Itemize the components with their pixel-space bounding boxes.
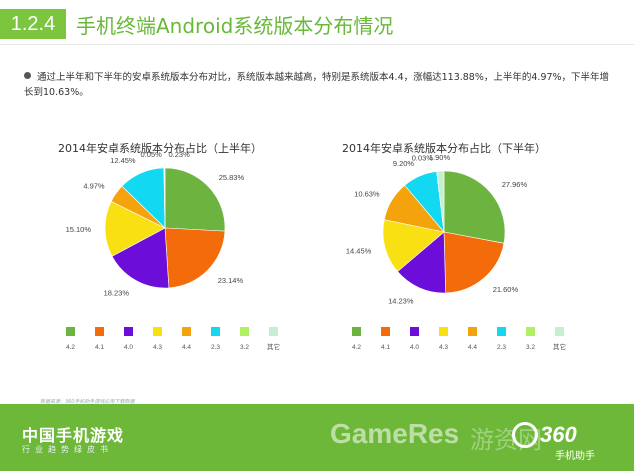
data-label: 25.83% [219, 173, 245, 182]
legend-swatch [526, 327, 535, 336]
pie-slice-4.1 [164, 227, 226, 289]
pie-slice-4.3 [104, 201, 166, 257]
legend-label: 其它 [553, 342, 566, 351]
legend-label: 2.3 [497, 344, 506, 351]
legend-label: 4.3 [153, 344, 162, 351]
data-label: 27.96% [502, 180, 528, 189]
footer-title: 中国手机游戏 [22, 426, 125, 445]
section-number-badge: 1.2.4 [0, 9, 66, 39]
source-note: 数据来源：360手机助手游戏应用下载数据 [40, 399, 135, 405]
legend-swatch [555, 327, 564, 336]
data-label: 0.23% [169, 150, 191, 159]
legend-swatch [269, 327, 278, 336]
legend-label: 4.1 [95, 344, 104, 351]
data-label: 0.03% [412, 154, 434, 163]
pie-slice-4.1 [443, 231, 505, 294]
data-label: 14.45% [346, 247, 372, 256]
pie-slice-其它 [163, 167, 166, 229]
data-label: 0.05% [141, 150, 163, 159]
legend-swatch [497, 327, 506, 336]
360-logo-icon [512, 422, 538, 448]
data-label: 10.63% [354, 190, 380, 199]
legend-label: 4.3 [439, 344, 448, 351]
pie-slice-4.0 [397, 231, 446, 294]
legend-swatch [95, 327, 104, 336]
data-label: 15.10% [66, 225, 92, 234]
summary-paragraph: 通过上半年和下半年的安卓系统版本分布对比，系统版本越来越高，特别是系统版本4.4… [24, 70, 614, 100]
data-label: 21.60% [493, 285, 519, 294]
data-label: 1.90% [429, 153, 451, 162]
legend-swatch [381, 327, 390, 336]
legend-swatch [124, 327, 133, 336]
data-label: 14.23% [388, 297, 414, 306]
header-divider [0, 44, 634, 45]
legend-label: 4.4 [182, 344, 191, 351]
legend-label: 3.2 [240, 344, 249, 351]
summary-text: 通过上半年和下半年的安卓系统版本分布对比，系统版本越来越高，特别是系统版本4.4… [24, 72, 610, 98]
chart-title: 2014年安卓系统版本分布占比（下半年） [342, 141, 546, 155]
legend-label: 4.0 [410, 344, 419, 351]
legend-label: 4.0 [124, 344, 133, 351]
pie-charts: 2014年安卓系统版本分布占比（上半年） 25.83% 23.14% 18.23% 15… [58, 141, 566, 351]
legend-swatch [153, 327, 162, 336]
legend-label: 3.2 [526, 344, 535, 351]
legend-label: 2.3 [211, 344, 220, 351]
legend-label: 4.4 [468, 344, 477, 351]
pie-slice-4.0 [111, 227, 170, 289]
data-label: 12.45% [110, 156, 136, 165]
legend-swatch [211, 327, 220, 336]
data-label: 18.23% [104, 289, 130, 298]
page-title: 手机终端Android系统版本分布情况 [76, 14, 394, 38]
pie-slice-4.2 [164, 167, 226, 232]
pie-slice-4.2 [443, 170, 506, 244]
data-label: 9.20% [393, 159, 415, 168]
legend-swatch [182, 327, 191, 336]
gameres-watermark: GameRes [330, 418, 460, 449]
legend-label: 4.2 [352, 344, 361, 351]
bullet-icon [24, 72, 31, 79]
chart-title: 2014年安卓系统版本分布占比（上半年） [58, 141, 262, 155]
legend-swatch [352, 327, 361, 336]
legend-label: 其它 [267, 342, 280, 351]
chart-first-half: 2014年安卓系统版本分布占比（上半年） 25.83% 23.14% 18.23% 15… [58, 141, 280, 351]
pie-slice-其它 [436, 170, 445, 233]
chart-second-half: 2014年安卓系统版本分布占比（下半年） 27.96% 21.60% 14.23% 14… [342, 141, 566, 351]
footer-subtitle: 行业趋势绿皮书 [22, 445, 113, 454]
logo-360: 360 [540, 422, 577, 447]
legend-label: 4.1 [381, 344, 390, 351]
logo-360-subtitle: 手机助手 [555, 451, 595, 462]
header: 1.2.4 手机终端Android系统版本分布情况 [0, 0, 634, 50]
legend-swatch [439, 327, 448, 336]
legend-swatch [240, 327, 249, 336]
legend-swatch [468, 327, 477, 336]
legend-swatch [66, 327, 75, 336]
legend-swatch [410, 327, 419, 336]
pie-slice-4.3 [382, 219, 445, 272]
data-label: 4.97% [83, 181, 105, 190]
data-label: 23.14% [218, 276, 244, 285]
legend-label: 4.2 [66, 344, 75, 351]
